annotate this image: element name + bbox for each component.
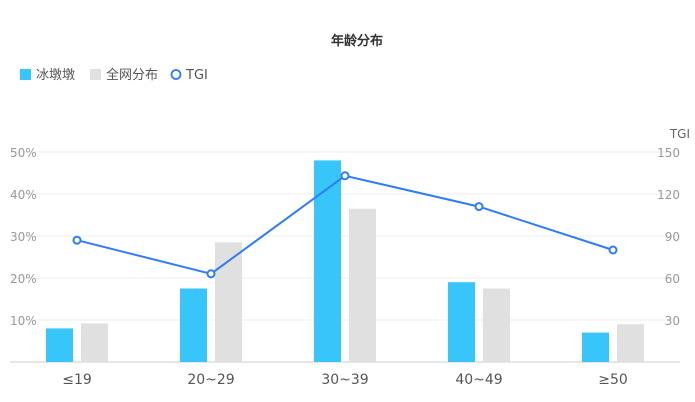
tgi-point[interactable] [340, 171, 350, 181]
legend: 冰墩墩 全网分布 TGI [20, 67, 208, 83]
left-tick-label: 20% [10, 272, 37, 286]
left-tick-label: 10% [10, 314, 37, 328]
bar-series-1[interactable] [314, 160, 341, 362]
bar-series-1[interactable] [180, 288, 207, 363]
tgi-line-path [76, 174, 614, 275]
legend-item-series-1[interactable]: 冰墩墩 [20, 68, 75, 83]
right-axis: 30 60 90 120 150 [657, 146, 680, 328]
right-tick-label: 150 [657, 146, 680, 160]
bar-series-2[interactable] [81, 323, 108, 362]
x-tick-label: ≥50 [598, 372, 628, 388]
bar-series-1[interactable] [448, 282, 475, 362]
x-tick-label: 30~39 [321, 372, 368, 388]
x-tick-label: 40~49 [455, 372, 502, 388]
left-axis: 10% 20% 30% 40% 50% [10, 146, 37, 328]
x-tick-label: ≤19 [62, 372, 92, 388]
bar-series-2[interactable] [349, 208, 376, 362]
left-tick-label: 40% [10, 188, 37, 202]
right-axis-name: TGI [669, 127, 690, 141]
tgi-point[interactable] [474, 202, 484, 212]
grid [10, 151, 680, 363]
right-tick-label: 120 [657, 188, 680, 202]
tgi-line [72, 171, 618, 279]
bar-series-1[interactable] [582, 332, 609, 362]
bar-series-2[interactable] [483, 288, 510, 363]
x-axis: ≤19 20~29 30~39 40~49 ≥50 [62, 372, 628, 388]
bar-series-2[interactable] [617, 324, 644, 362]
right-tick-label: 90 [665, 230, 680, 244]
chart-title: 年龄分布 [331, 33, 383, 49]
legend-swatch-series-2 [90, 69, 101, 80]
right-tick-label: 60 [665, 272, 680, 286]
tgi-point[interactable] [206, 269, 216, 279]
x-tick-label: 20~29 [187, 372, 234, 388]
legend-label-series-2: 全网分布 [106, 67, 158, 83]
left-tick-label: 30% [10, 230, 37, 244]
right-tick-label: 30 [665, 314, 680, 328]
legend-item-series-2[interactable]: 全网分布 [90, 67, 158, 83]
bar-series-2[interactable] [215, 242, 242, 362]
bars [46, 160, 644, 362]
left-tick-label: 50% [10, 146, 37, 160]
legend-item-tgi[interactable]: TGI [170, 68, 208, 83]
tgi-point[interactable] [608, 245, 618, 255]
tgi-point[interactable] [72, 235, 82, 245]
legend-label-series-1: 冰墩墩 [36, 68, 75, 83]
legend-swatch-tgi [170, 69, 182, 80]
legend-label-tgi: TGI [185, 68, 208, 83]
legend-swatch-series-1 [20, 69, 31, 80]
bar-series-1[interactable] [46, 328, 73, 362]
